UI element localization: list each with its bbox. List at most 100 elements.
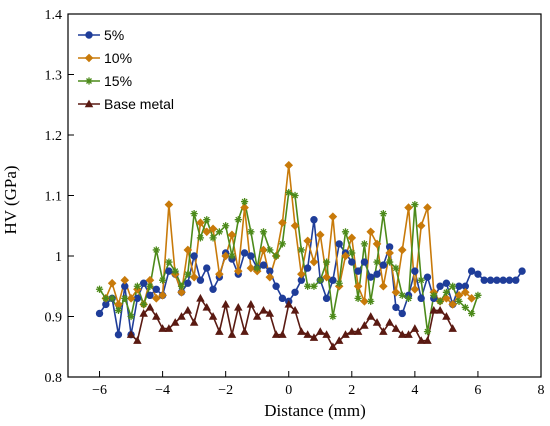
data-point — [334, 336, 344, 344]
data-point — [133, 336, 142, 344]
data-point — [234, 302, 243, 311]
data-point — [266, 246, 274, 254]
data-point — [177, 312, 186, 320]
legend-marker — [84, 53, 94, 63]
data-point — [423, 273, 432, 281]
data-point — [379, 210, 387, 218]
data-point — [449, 282, 457, 290]
data-point — [297, 269, 306, 279]
data-point — [348, 258, 356, 266]
data-point — [272, 252, 280, 260]
data-point — [480, 276, 488, 284]
data-point — [493, 276, 501, 284]
data-point — [417, 294, 425, 303]
data-point — [278, 218, 287, 228]
data-point — [366, 227, 376, 237]
data-point — [309, 333, 319, 341]
data-point — [347, 327, 357, 335]
data-point — [367, 297, 375, 305]
data-point — [341, 330, 350, 338]
x-axis-label: Distance (mm) — [264, 401, 366, 420]
data-point — [316, 327, 325, 335]
data-point — [140, 300, 148, 308]
data-point — [322, 258, 331, 266]
data-point — [467, 294, 476, 303]
data-point — [246, 263, 256, 273]
data-point — [303, 264, 312, 272]
data-point — [398, 309, 406, 318]
data-point — [461, 287, 470, 297]
data-point — [455, 297, 463, 305]
data-point — [170, 318, 180, 326]
data-point — [328, 342, 338, 350]
data-point — [410, 324, 420, 332]
data-point — [196, 218, 205, 228]
data-point — [222, 222, 230, 230]
data-point — [227, 330, 237, 338]
data-point — [512, 276, 520, 284]
data-point — [259, 306, 268, 314]
y-tick-label: 1.2 — [45, 129, 63, 144]
data-point — [386, 258, 394, 266]
legend-label: Base metal — [104, 96, 174, 112]
data-point — [404, 330, 413, 338]
data-point — [322, 330, 331, 338]
data-point — [297, 327, 306, 335]
legend-marker — [85, 31, 93, 39]
data-point — [253, 264, 261, 272]
legend-marker — [84, 99, 94, 108]
data-point — [372, 239, 382, 249]
series-line-2 — [98, 191, 479, 332]
data-point — [171, 267, 179, 275]
data-point — [366, 312, 375, 320]
data-point — [240, 203, 249, 212]
data-point — [448, 300, 458, 309]
data-point — [196, 234, 205, 242]
data-point — [126, 330, 136, 338]
y-tick-label: 1.1 — [45, 190, 63, 205]
x-tick-label: −4 — [155, 383, 170, 398]
data-point — [209, 285, 217, 293]
data-point — [474, 291, 482, 299]
data-point — [164, 200, 174, 209]
data-point — [505, 276, 514, 284]
data-point — [145, 302, 155, 311]
data-point — [158, 324, 167, 332]
data-point — [436, 282, 444, 290]
data-point — [467, 267, 476, 275]
data-point — [416, 221, 426, 231]
data-point — [102, 294, 110, 302]
data-point — [202, 302, 211, 311]
data-point — [208, 224, 218, 234]
y-tick-label: 0.8 — [45, 371, 63, 386]
data-point — [158, 291, 167, 300]
data-point — [392, 303, 400, 312]
data-point — [215, 327, 224, 335]
plot-frame — [67, 13, 542, 378]
data-point — [209, 234, 217, 242]
data-point — [353, 327, 363, 335]
data-point — [329, 312, 337, 321]
data-point — [416, 336, 426, 344]
data-point — [392, 264, 400, 272]
data-point — [518, 267, 526, 275]
data-point — [404, 203, 413, 212]
data-point — [114, 330, 123, 339]
data-point — [146, 282, 154, 290]
data-point — [372, 318, 382, 326]
data-point — [354, 294, 362, 302]
data-point — [133, 282, 141, 290]
data-point — [373, 270, 381, 278]
data-point — [184, 270, 192, 278]
data-point — [240, 327, 249, 335]
data-point — [423, 203, 432, 212]
data-point — [417, 276, 425, 284]
data-point — [442, 288, 450, 296]
data-point — [297, 246, 305, 254]
data-point — [411, 200, 419, 209]
data-point — [95, 285, 104, 293]
data-point — [397, 245, 407, 255]
data-point — [233, 266, 243, 276]
data-point — [385, 248, 394, 258]
data-point — [284, 160, 294, 170]
